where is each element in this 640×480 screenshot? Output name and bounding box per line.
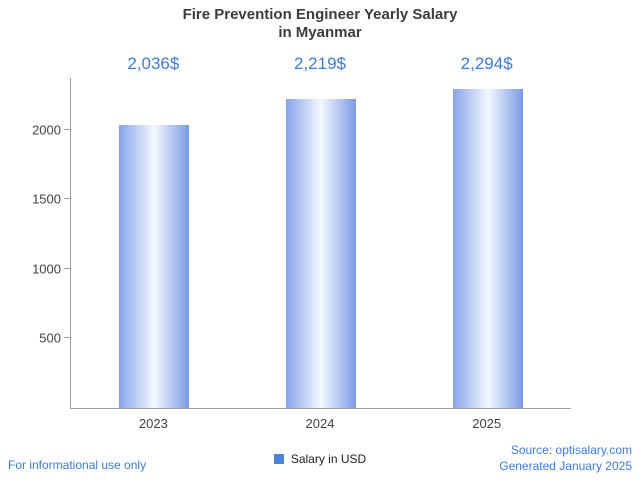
bar-2023	[119, 124, 190, 408]
bar-slot	[404, 78, 571, 408]
bar-slot	[71, 78, 238, 408]
x-axis-label: 2025	[472, 416, 502, 431]
plot-area: 500 1000 1500 2000	[32, 78, 571, 409]
x-axis-label: 2024	[305, 416, 335, 431]
footer-source-block: Source: optisalary.com Generated January…	[499, 442, 632, 474]
x-axis-label: 2023	[138, 416, 168, 431]
bar-value-labels: 2,036$ 2,219$ 2,294$	[70, 54, 570, 74]
bars-container	[71, 78, 571, 408]
bar-2025	[452, 88, 523, 408]
y-tick-label: 500	[39, 330, 61, 346]
bar-value-label: 2,219$	[294, 54, 346, 73]
bar-2024	[286, 99, 356, 408]
footer-note: For informational use only	[8, 458, 147, 472]
legend-label: Salary in USD	[290, 452, 367, 466]
chart-title-line2: in Myanmar	[278, 24, 362, 41]
y-tick-mark	[64, 128, 71, 130]
x-axis-labels: 2023 2024 2025	[70, 416, 570, 431]
legend: Salary in USD	[0, 452, 640, 466]
chart-title-line1: Fire Prevention Engineer Yearly Salary	[182, 6, 458, 23]
y-tick-label: 1500	[32, 191, 61, 207]
bar-slot	[238, 78, 405, 408]
y-tick-label: 1000	[32, 261, 61, 277]
y-tick-mark	[64, 267, 71, 269]
bar-value-label: 2,294$	[460, 54, 513, 73]
legend-swatch-icon	[273, 454, 284, 464]
y-tick-label: 2000	[32, 122, 61, 138]
source-link[interactable]: Source: optisalary.com	[510, 443, 632, 457]
generated-date: Generated January 2025	[499, 459, 632, 473]
y-tick-mark	[64, 337, 71, 339]
bar-value-label: 2,036$	[127, 54, 180, 73]
y-tick-mark	[64, 198, 71, 200]
chart-title: Fire Prevention Engineer Yearly Salary i…	[0, 6, 640, 42]
